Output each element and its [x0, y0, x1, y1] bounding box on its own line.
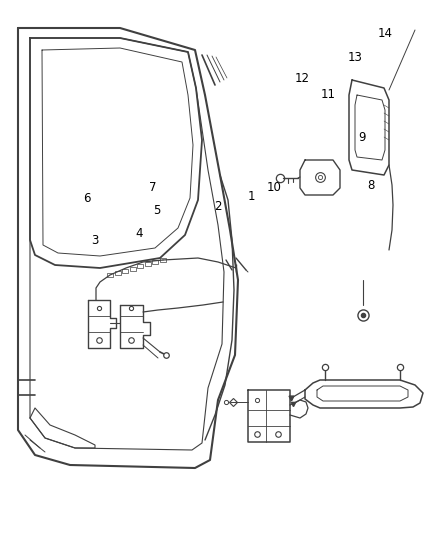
Text: 3: 3: [91, 235, 98, 247]
Bar: [145, 262, 151, 266]
Bar: [152, 260, 158, 264]
Text: 10: 10: [266, 181, 281, 194]
Text: 6: 6: [83, 192, 91, 205]
Text: 9: 9: [357, 131, 365, 144]
Bar: [159, 258, 166, 262]
Text: 14: 14: [377, 27, 392, 39]
Text: 2: 2: [214, 200, 222, 213]
Text: 8: 8: [367, 179, 374, 192]
Text: 12: 12: [294, 72, 309, 85]
Bar: [137, 264, 143, 269]
Bar: [114, 271, 120, 275]
Text: 11: 11: [320, 88, 335, 101]
Text: 1: 1: [247, 190, 254, 203]
Text: 5: 5: [153, 204, 160, 217]
Bar: [129, 266, 135, 271]
Bar: [122, 269, 128, 273]
Text: 13: 13: [346, 51, 361, 64]
Bar: [107, 273, 113, 277]
Text: 7: 7: [148, 181, 156, 194]
Text: 4: 4: [135, 227, 143, 240]
